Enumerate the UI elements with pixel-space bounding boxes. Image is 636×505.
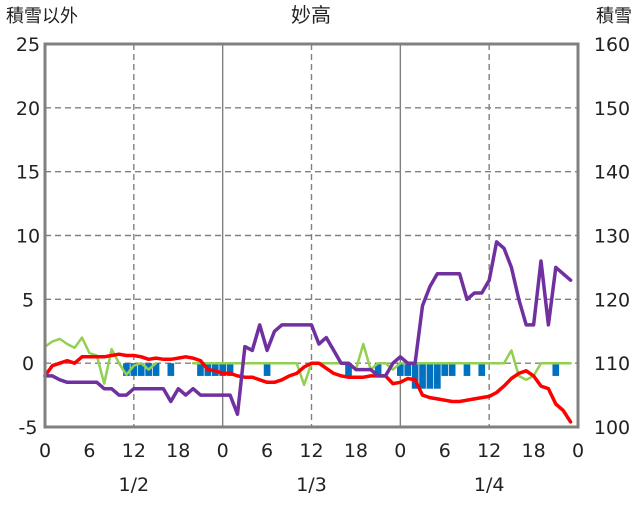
bar	[478, 363, 486, 376]
left-tick-labels: 25 20 15 10 5 0 -5	[16, 34, 40, 439]
right-tick-label: 110	[594, 353, 630, 375]
plot-frame	[43, 42, 580, 429]
day-labels: 1/2 1/3 1/4	[119, 474, 505, 496]
left-tick-label: 5	[22, 289, 34, 311]
bar	[137, 363, 145, 376]
bar	[448, 363, 456, 376]
series-line	[43, 336, 572, 387]
right-tick-label: 150	[594, 98, 630, 120]
bar	[426, 363, 434, 389]
chart-title: 妙高	[291, 3, 331, 27]
x-tick-label: 18	[166, 440, 190, 462]
x-tick-label: 12	[477, 440, 501, 462]
left-tick-label: 20	[16, 98, 40, 120]
x-tick-label: 18	[521, 440, 545, 462]
bar	[167, 363, 175, 376]
x-tick-label: 12	[299, 440, 323, 462]
bar	[345, 363, 352, 376]
right-tick-labels: 160 150 140 130 120 110 100	[594, 34, 630, 439]
x-tick-label: 6	[83, 440, 95, 462]
left-tick-label: 0	[22, 353, 34, 375]
bar	[463, 363, 471, 376]
day-label: 1/3	[296, 474, 327, 496]
left-tick-label: 10	[16, 226, 40, 248]
bar	[263, 363, 271, 376]
bar	[123, 363, 130, 376]
series-line	[43, 352, 573, 424]
day-label: 1/2	[119, 474, 150, 496]
series-line	[43, 240, 573, 416]
bar	[552, 363, 560, 376]
left-tick-label: -5	[19, 417, 38, 439]
bar	[441, 363, 449, 376]
x-tick-label: 12	[122, 440, 146, 462]
bar	[419, 363, 426, 389]
bar	[152, 363, 160, 376]
right-tick-label: 140	[594, 162, 630, 184]
right-tick-label: 160	[594, 34, 630, 56]
x-tick-label: 0	[572, 440, 584, 462]
left-tick-label: 25	[16, 34, 40, 56]
right-tick-label: 100	[594, 417, 630, 439]
bar	[226, 363, 234, 376]
bar-series	[123, 363, 560, 389]
bar	[374, 363, 382, 376]
day-label: 1/4	[474, 474, 505, 496]
left-axis-title: 積雪以外	[6, 6, 78, 27]
bar	[434, 363, 441, 389]
bar	[404, 363, 412, 376]
left-tick-label: 15	[16, 162, 40, 184]
x-tick-label: 0	[217, 440, 229, 462]
x-tick-label: 6	[261, 440, 273, 462]
bar	[219, 363, 226, 376]
bar	[411, 363, 419, 389]
bar	[397, 363, 404, 376]
x-tick-label: 0	[394, 440, 406, 462]
x-tick-label: 18	[344, 440, 368, 462]
bar	[197, 363, 204, 376]
x-tick-label: 6	[439, 440, 451, 462]
right-tick-label: 120	[594, 289, 630, 311]
right-axis-title: 積雪	[596, 6, 632, 27]
x-tick-label: 0	[39, 440, 51, 462]
bar	[130, 363, 138, 376]
x-tick-labels: 0 6 12 18 0 6 12 18 0 6 12 18 0	[39, 440, 584, 462]
right-tick-label: 130	[594, 226, 630, 248]
line-series	[43, 240, 573, 424]
